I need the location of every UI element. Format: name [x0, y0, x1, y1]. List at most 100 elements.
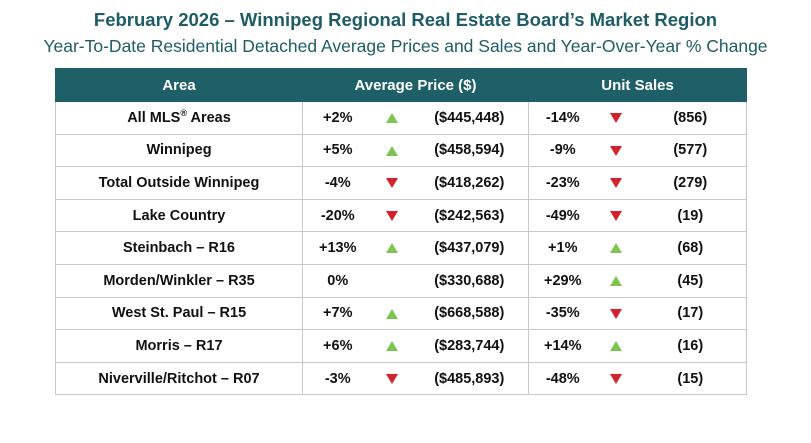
- average-price-cell: ($418,262): [410, 166, 529, 200]
- triangle-down-icon: [609, 373, 622, 384]
- triangle-down-icon: [385, 178, 398, 189]
- unit-sales-cell: (15): [634, 362, 748, 396]
- triangle-up-icon: [609, 243, 622, 254]
- sales-direction-cell: [596, 166, 635, 200]
- triangle-down-icon: [609, 178, 622, 189]
- price-direction-cell: [372, 297, 411, 331]
- area-name-suffix: Areas: [187, 109, 231, 126]
- chart-subtitle: Year-To-Date Residential Detached Averag…: [43, 36, 768, 56]
- unit-sales-cell: (16): [634, 329, 748, 363]
- price-direction-cell: [372, 166, 411, 200]
- average-price-cell: ($485,893): [410, 362, 529, 396]
- average-price-cell: ($437,079): [410, 231, 529, 265]
- triangle-up-icon: [609, 341, 622, 352]
- price-change-cell: -4%: [302, 166, 373, 200]
- area-name: Morris – R17: [135, 337, 223, 354]
- area-name: Morden/Winkler – R35: [103, 272, 255, 289]
- table-row: Niverville/Ritchot – R07 -3% ($485,893) -48…: [55, 362, 748, 396]
- header-unit-sales: Unit Sales: [528, 68, 748, 102]
- unit-sales-cell: (279): [634, 166, 748, 200]
- price-change-cell: +5%: [302, 134, 373, 168]
- price-direction-cell: [372, 134, 411, 168]
- sales-direction-cell: [596, 264, 635, 298]
- area-cell: Morden/Winkler – R35: [55, 264, 303, 298]
- chart-title: February 2026 – Winnipeg Regional Real E…: [93, 9, 718, 30]
- triangle-up-icon: [609, 275, 622, 286]
- area-name: Lake Country: [132, 207, 226, 224]
- sales-direction-cell: [596, 297, 635, 331]
- price-direction-cell: [372, 362, 411, 396]
- market-table: Area Average Price ($) Unit Sales All ML…: [55, 68, 748, 396]
- triangle-down-icon: [385, 210, 398, 221]
- table-row: Steinbach – R16 +13% ($437,079) +1% (68): [55, 231, 748, 265]
- average-price-cell: ($458,594): [410, 134, 529, 168]
- unit-sales-cell: (856): [634, 101, 748, 135]
- sales-change-cell: -9%: [528, 134, 597, 168]
- table-row: West St. Paul – R15 +7% ($668,588) -35% (17): [55, 297, 748, 331]
- sales-change-cell: +29%: [528, 264, 597, 298]
- price-change-cell: -3%: [302, 362, 373, 396]
- table-row: Morris – R17 +6% ($283,744) +14% (16): [55, 329, 748, 363]
- area-cell: Winnipeg: [55, 134, 303, 168]
- average-price-cell: ($283,744): [410, 329, 529, 363]
- area-cell: Steinbach – R16: [55, 231, 303, 265]
- price-direction-cell: [372, 101, 411, 135]
- sales-direction-cell: [596, 134, 635, 168]
- price-direction-cell: [372, 199, 411, 233]
- area-name: Steinbach – R16: [122, 240, 235, 257]
- average-price-cell: ($330,688): [410, 264, 529, 298]
- price-change-cell: +13%: [302, 231, 373, 265]
- unit-sales-cell: (19): [634, 199, 748, 233]
- average-price-cell: ($668,588): [410, 297, 529, 331]
- table-row: Total Outside Winnipeg -4% ($418,262) -23% (…: [55, 166, 748, 200]
- triangle-up-icon: [385, 341, 398, 352]
- triangle-down-icon: [609, 112, 622, 123]
- sales-change-cell: -35%: [528, 297, 597, 331]
- average-price-cell: ($445,448): [410, 101, 529, 135]
- sales-direction-cell: [596, 329, 635, 363]
- unit-sales-cell: (17): [634, 297, 748, 331]
- table-row: Lake Country -20% ($242,563) -49% (19): [55, 199, 748, 233]
- table-row: Morden/Winkler – R35 0% ($330,688) +29% (45): [55, 264, 748, 298]
- triangle-up-icon: [385, 308, 398, 319]
- table-header-row: Area Average Price ($) Unit Sales: [55, 68, 748, 102]
- unit-sales-cell: (68): [634, 231, 748, 265]
- sales-direction-cell: [596, 101, 635, 135]
- price-change-cell: +6%: [302, 329, 373, 363]
- unit-sales-cell: (577): [634, 134, 748, 168]
- area-cell: West St. Paul – R15: [55, 297, 303, 331]
- area-cell: Morris – R17: [55, 329, 303, 363]
- sales-direction-cell: [596, 199, 635, 233]
- area-cell: Total Outside Winnipeg: [55, 166, 303, 200]
- table-row: All MLS® Areas +2% ($445,448) -14% (856): [55, 101, 748, 135]
- header-area: Area: [55, 68, 303, 102]
- sales-change-cell: +14%: [528, 329, 597, 363]
- sales-direction-cell: [596, 362, 635, 396]
- sales-change-cell: -14%: [528, 101, 597, 135]
- price-change-cell: +2%: [302, 101, 373, 135]
- average-price-cell: ($242,563): [410, 199, 529, 233]
- table-row: Winnipeg +5% ($458,594) -9% (577): [55, 134, 748, 168]
- area-cell: Lake Country: [55, 199, 303, 233]
- triangle-up-icon: [385, 243, 398, 254]
- triangle-down-icon: [609, 210, 622, 221]
- price-change-cell: 0%: [302, 264, 373, 298]
- price-change-cell: -20%: [302, 199, 373, 233]
- registered-mark: ®: [180, 107, 187, 118]
- sales-change-cell: +1%: [528, 231, 597, 265]
- price-direction-cell: [372, 329, 411, 363]
- sales-direction-cell: [596, 231, 635, 265]
- area-name: Total Outside Winnipeg: [98, 174, 260, 191]
- price-change-cell: +7%: [302, 297, 373, 331]
- area-cell: All MLS® Areas: [55, 101, 303, 135]
- area-name: West St. Paul – R15: [111, 305, 247, 322]
- header-average-price: Average Price ($): [301, 68, 530, 102]
- area-cell: Niverville/Ritchot – R07: [55, 362, 303, 396]
- triangle-up-icon: [385, 112, 398, 123]
- unit-sales-cell: (45): [634, 264, 748, 298]
- table-body: All MLS® Areas +2% ($445,448) -14% (856) Winn…: [55, 101, 748, 396]
- area-name: Niverville/Ritchot – R07: [98, 370, 260, 387]
- triangle-down-icon: [609, 145, 622, 156]
- sales-change-cell: -49%: [528, 199, 597, 233]
- sales-change-cell: -23%: [528, 166, 597, 200]
